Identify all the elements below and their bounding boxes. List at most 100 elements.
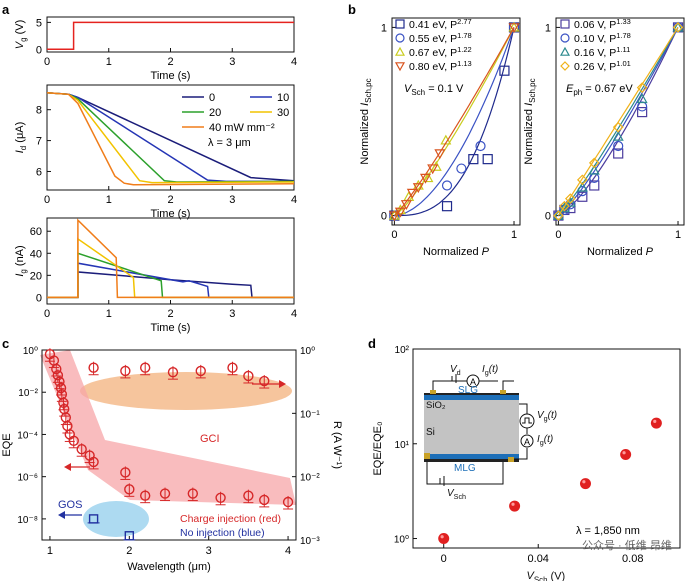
b1-data-point [427, 164, 439, 175]
b2-data-point [559, 200, 570, 212]
a3-ytick-label: 0 [36, 292, 42, 304]
contact-pad [508, 457, 514, 462]
d-ytick-label: 10¹ [395, 440, 410, 451]
b1-data-point [456, 163, 467, 174]
a3-xtick-label: 1 [106, 308, 112, 320]
d-data-highlight [622, 451, 626, 455]
b2-data-point [613, 148, 624, 159]
a2-xtick-label: 1 [106, 194, 112, 206]
contact-pad [500, 390, 506, 394]
c-ytick-left-label: 10⁻⁴ [17, 430, 38, 441]
d-ytick-label: 10⁰ [394, 535, 409, 546]
label-gos: GOS [58, 499, 82, 511]
c-xtick-label: 1 [47, 545, 53, 557]
b1-data-point [412, 183, 424, 194]
d-ytick-label: 10² [395, 345, 410, 356]
b2-data-point [577, 191, 588, 202]
b1-data-point [406, 188, 418, 199]
b1-data-point [394, 207, 406, 218]
b1-data-point [430, 160, 442, 171]
legend-label: 20 [209, 107, 221, 119]
b2-data-point [576, 174, 588, 186]
legend-marker [560, 19, 570, 29]
inset-sio2-label: SiO₂ [426, 400, 446, 411]
b2-xlabel: Normalized P [587, 246, 654, 258]
d-data-highlight [511, 502, 515, 506]
inset-si-label: Si [426, 427, 435, 438]
c-xlabel: Wavelength (μm) [127, 561, 211, 573]
a2-xtick-label: 0 [44, 194, 50, 206]
a3-xtick-label: 4 [291, 308, 297, 320]
b2-ytick-label: 1 [545, 22, 551, 34]
a2-xtick-label: 2 [167, 194, 173, 206]
b1-ytick-label: 0 [381, 211, 387, 223]
legend-label: 0.16 V, P1.11 [574, 45, 630, 59]
b1-data-point [388, 211, 400, 222]
b1-data-point [419, 173, 432, 184]
b2-data-point [589, 180, 600, 191]
a3-xlabel: Time (s) [151, 322, 191, 334]
chart-b2-schottky-bias: 0 1 0 1 Normalized P Normalized ISch,pc 0.06 V… [523, 17, 685, 258]
d-xlabel: VSch (V) [527, 570, 566, 581]
b2-data-point [612, 121, 624, 133]
legend-label: 0.55 eV, P1.78 [409, 31, 472, 45]
d-data-highlight [653, 419, 657, 423]
contact-pad [430, 390, 436, 394]
d-data-point [579, 478, 591, 490]
ammeter-side-label: A [524, 437, 530, 447]
c-ytick-right-label: 10⁻¹ [300, 409, 320, 420]
b1-data-point [412, 179, 424, 190]
c-ytick-right-label: 10⁰ [300, 346, 315, 357]
sio2-top-layer [424, 395, 519, 400]
a1-xtick-label: 0 [44, 56, 50, 68]
pulse-symbol [522, 417, 532, 424]
b2-data-point [552, 209, 564, 220]
c-ytick-right-label: 10⁻² [300, 473, 320, 484]
a3-series-line [47, 218, 294, 299]
legend-label: 0 [209, 92, 215, 104]
b1-xtick-label: 1 [511, 229, 517, 241]
d-ylabel: EQE/EQE₀ [372, 421, 384, 475]
c-ylabel-right: R (A W⁻¹) [331, 421, 343, 469]
a1-ylabel: Vg (V) [14, 20, 28, 50]
b1-ylabel: Normalized ISch,pc [359, 78, 373, 164]
legend-label: 40 mW mm⁻² [209, 122, 275, 134]
b2-xtick-label: 1 [675, 229, 681, 241]
b1-data-point [441, 180, 453, 191]
c-xtick-label: 2 [126, 545, 132, 557]
b1-fit-curve [393, 27, 515, 217]
c-ytick-left-label: 10⁻⁸ [17, 515, 38, 526]
a2-ytick-label: 8 [36, 105, 42, 117]
b1-xlabel: Normalized P [423, 246, 490, 258]
inset-vd-label: Vd [450, 364, 461, 377]
a3-xtick-label: 0 [44, 308, 50, 320]
d-data-point [509, 500, 521, 512]
d-xtick-label: 0.08 [622, 553, 643, 565]
d-frame [412, 348, 681, 549]
b2-data-point [588, 157, 600, 169]
a2-ytick-label: 6 [36, 166, 42, 178]
c-frame [41, 349, 297, 541]
a2-series-line [46, 91, 295, 182]
inset-ig-top-label: Ig(t) [482, 364, 498, 377]
c-ytick-left-label: 10⁻⁶ [17, 473, 38, 484]
c-xtick-label: 4 [285, 545, 291, 557]
a3-ylabel: Ig (nA) [14, 245, 28, 276]
a3-series-line [47, 252, 294, 299]
legend-marker [394, 46, 406, 56]
legend-marker [559, 46, 571, 56]
d-data-point [620, 449, 632, 461]
inset-vg-label: Vg(t) [537, 410, 557, 423]
b2-ylabel: Normalized ISch,pc [523, 78, 537, 164]
c-ytick-right-label: 10⁻³ [300, 536, 320, 547]
a3-series-line [47, 271, 294, 299]
b2-data-point [564, 196, 576, 207]
b1-annotation: VSch = 0.1 V [404, 83, 464, 97]
b1-data-point [441, 201, 453, 212]
ammeter-side-icon [520, 434, 534, 448]
a2-series-line [46, 91, 295, 183]
b1-data-point [394, 204, 406, 215]
d-xtick-label: 0 [441, 553, 447, 565]
